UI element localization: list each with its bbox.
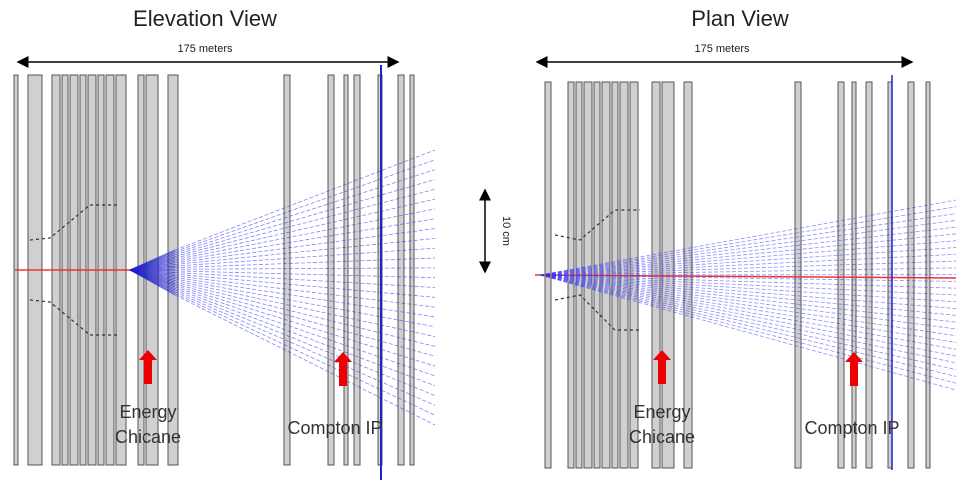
ray xyxy=(539,274,956,343)
ray xyxy=(539,274,956,303)
ray xyxy=(539,219,956,276)
beam xyxy=(534,274,956,279)
scale-label: 175 meters xyxy=(177,43,233,55)
ray xyxy=(539,247,956,276)
label-line: Chicane xyxy=(115,427,181,447)
magnet xyxy=(353,74,361,466)
ray xyxy=(174,294,436,426)
chicane-trace xyxy=(554,294,640,331)
ray xyxy=(174,159,436,252)
ray xyxy=(539,253,956,276)
red-arrow xyxy=(139,350,157,384)
ray xyxy=(174,149,436,251)
label-line: Energy xyxy=(119,402,176,422)
ray xyxy=(539,274,956,350)
label-line: Compton IP xyxy=(287,418,382,438)
ray xyxy=(539,274,956,296)
ray xyxy=(174,179,436,256)
label-line: Compton IP xyxy=(804,418,899,438)
ray xyxy=(174,169,436,254)
ray xyxy=(174,267,436,270)
ray xyxy=(539,260,956,276)
magnet xyxy=(343,74,349,466)
ray xyxy=(539,274,956,323)
ray xyxy=(539,274,956,289)
label-line: Chicane xyxy=(629,427,695,447)
ray xyxy=(174,270,436,279)
ray xyxy=(539,274,956,330)
magnet xyxy=(397,74,405,466)
red-arrow xyxy=(845,352,863,386)
ray xyxy=(539,274,956,364)
ray xyxy=(539,233,956,276)
panel-title: Plan View xyxy=(691,6,789,31)
beamline-layer xyxy=(13,65,956,480)
ray xyxy=(174,273,436,298)
chicane-trace xyxy=(554,209,640,241)
ray xyxy=(539,213,956,276)
ray xyxy=(174,281,436,347)
ray xyxy=(174,284,436,367)
chicane-trace xyxy=(29,204,120,241)
ray xyxy=(174,291,436,406)
ray xyxy=(539,274,956,309)
ray xyxy=(174,208,436,261)
chicane-trace xyxy=(29,299,120,336)
red-arrow xyxy=(653,350,671,384)
ray xyxy=(539,274,956,316)
ray xyxy=(174,228,436,264)
ray xyxy=(174,286,436,377)
scale-label: 175 meters xyxy=(694,43,750,55)
ray xyxy=(539,274,956,337)
ray xyxy=(174,218,436,262)
panel-title: Elevation View xyxy=(133,6,277,31)
ray xyxy=(174,272,436,288)
magnet xyxy=(167,74,179,466)
red-arrow xyxy=(334,352,352,386)
ray xyxy=(174,276,436,318)
ray xyxy=(539,240,956,276)
ray xyxy=(174,288,436,387)
ray xyxy=(174,283,436,357)
ray xyxy=(539,274,956,377)
ray xyxy=(174,289,436,396)
ray xyxy=(174,280,436,337)
ray xyxy=(539,274,956,371)
ray xyxy=(174,275,436,308)
ray xyxy=(174,247,436,267)
ray xyxy=(539,226,956,276)
ray xyxy=(539,274,956,282)
magnet xyxy=(409,74,415,466)
ray xyxy=(174,188,436,257)
magnet xyxy=(283,74,291,466)
ray xyxy=(174,257,436,269)
vertical-scale-label: 10 cm xyxy=(500,216,512,246)
label-line: Energy xyxy=(633,402,690,422)
ray xyxy=(174,198,436,259)
ray xyxy=(539,199,956,276)
ray xyxy=(129,269,176,296)
ray xyxy=(539,206,956,276)
ray xyxy=(174,237,436,265)
ray xyxy=(174,278,436,328)
ray xyxy=(539,274,956,357)
ray xyxy=(539,267,956,276)
magnet xyxy=(327,74,335,466)
